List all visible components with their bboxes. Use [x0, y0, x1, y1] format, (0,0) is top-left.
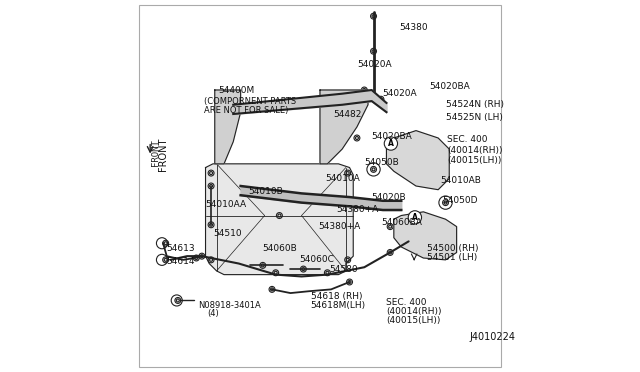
Text: ARE NOT FOR SALE): ARE NOT FOR SALE)	[204, 106, 288, 115]
Text: 54020BA: 54020BA	[429, 82, 470, 91]
Circle shape	[408, 211, 422, 224]
Circle shape	[406, 146, 412, 152]
Polygon shape	[215, 90, 241, 164]
Text: 54482: 54482	[333, 109, 362, 119]
Polygon shape	[320, 90, 368, 164]
Circle shape	[208, 257, 214, 263]
Circle shape	[345, 170, 351, 176]
Circle shape	[338, 112, 346, 120]
Circle shape	[406, 220, 412, 226]
Circle shape	[371, 13, 376, 19]
Text: 54618M(LH): 54618M(LH)	[311, 301, 366, 311]
Circle shape	[273, 270, 278, 276]
Text: 54020A: 54020A	[383, 89, 417, 98]
Text: 54524N (RH): 54524N (RH)	[445, 100, 504, 109]
Text: 54060C: 54060C	[300, 255, 335, 264]
Circle shape	[384, 137, 397, 150]
Circle shape	[387, 203, 393, 209]
Polygon shape	[394, 212, 456, 260]
Text: (4): (4)	[207, 309, 219, 318]
Circle shape	[223, 104, 232, 113]
Circle shape	[269, 286, 275, 292]
Text: 54060B: 54060B	[263, 244, 298, 253]
Text: (40014(RH)): (40014(RH))	[387, 307, 442, 316]
Circle shape	[163, 240, 168, 246]
Circle shape	[354, 199, 360, 205]
Text: 54614: 54614	[167, 257, 195, 266]
Circle shape	[199, 253, 205, 259]
Text: 54613: 54613	[167, 244, 195, 253]
Text: 54020BA: 54020BA	[372, 132, 412, 141]
Text: 54010AA: 54010AA	[205, 200, 246, 209]
Circle shape	[435, 227, 441, 233]
Text: 54580: 54580	[329, 264, 358, 273]
Circle shape	[443, 200, 449, 206]
Circle shape	[175, 298, 181, 304]
Text: (COMPORNENT PARTS: (COMPORNENT PARTS	[204, 97, 296, 106]
Circle shape	[208, 170, 214, 176]
Text: J4010224: J4010224	[470, 332, 516, 342]
Circle shape	[260, 262, 266, 268]
Text: 54500 (RH): 54500 (RH)	[427, 244, 479, 253]
Text: 54060BA: 54060BA	[381, 218, 422, 227]
Text: 54380+A: 54380+A	[337, 205, 379, 215]
Text: (40015(LH)): (40015(LH))	[387, 316, 441, 325]
Text: 54020A: 54020A	[357, 60, 392, 69]
Text: 54050D: 54050D	[442, 196, 477, 205]
Text: SEC. 400: SEC. 400	[447, 135, 488, 144]
Text: SEC. 400: SEC. 400	[387, 298, 427, 307]
Text: 54050B: 54050B	[364, 157, 399, 167]
Circle shape	[193, 255, 199, 261]
Text: 54510: 54510	[213, 230, 241, 238]
Text: A: A	[388, 139, 394, 148]
Text: FRONT: FRONT	[157, 138, 168, 171]
Circle shape	[371, 166, 376, 172]
Text: 54380+A: 54380+A	[318, 222, 360, 231]
Text: 54010B: 54010B	[248, 187, 283, 196]
Text: 54380: 54380	[399, 23, 428, 32]
Circle shape	[300, 266, 307, 272]
Text: (40014(RH)): (40014(RH))	[447, 147, 503, 155]
Text: N08918-3401A: N08918-3401A	[198, 301, 261, 311]
Text: (40015(LH)): (40015(LH))	[447, 155, 502, 165]
Circle shape	[324, 270, 330, 276]
Circle shape	[163, 257, 168, 263]
Circle shape	[387, 224, 393, 230]
Circle shape	[354, 135, 360, 141]
Polygon shape	[387, 131, 449, 190]
Circle shape	[347, 279, 353, 285]
Circle shape	[306, 195, 312, 201]
Circle shape	[362, 87, 367, 93]
Text: 54400M: 54400M	[218, 86, 255, 94]
Circle shape	[371, 48, 376, 54]
Text: 54618 (RH): 54618 (RH)	[311, 292, 362, 301]
Text: A: A	[412, 213, 418, 222]
Circle shape	[428, 155, 434, 161]
Circle shape	[387, 250, 393, 256]
Polygon shape	[205, 164, 353, 275]
Circle shape	[345, 257, 351, 263]
Text: 54525N (LH): 54525N (LH)	[445, 113, 502, 122]
Circle shape	[276, 212, 282, 218]
Text: 54020B: 54020B	[372, 193, 406, 202]
Circle shape	[378, 96, 384, 102]
Text: FRONT: FRONT	[151, 140, 160, 166]
Text: 54010AB: 54010AB	[440, 176, 481, 185]
Circle shape	[243, 187, 249, 193]
Text: 54010A: 54010A	[326, 174, 360, 183]
Circle shape	[208, 222, 214, 228]
Circle shape	[208, 183, 214, 189]
Circle shape	[228, 129, 234, 135]
Text: 54501 (LH): 54501 (LH)	[427, 253, 477, 263]
